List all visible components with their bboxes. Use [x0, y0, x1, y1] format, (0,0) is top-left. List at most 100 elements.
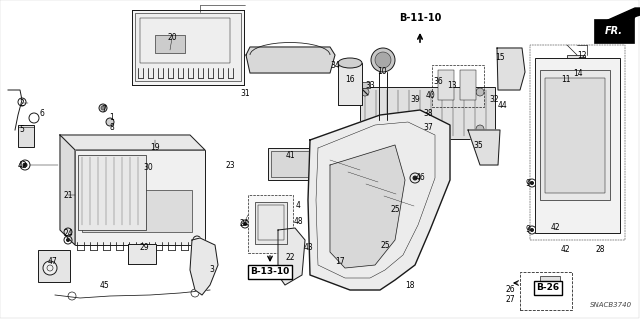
Circle shape: [43, 261, 57, 275]
Ellipse shape: [338, 58, 362, 68]
Text: 19: 19: [150, 144, 160, 152]
Circle shape: [371, 48, 395, 72]
Circle shape: [531, 228, 534, 232]
Text: 8: 8: [109, 123, 115, 132]
Text: 20: 20: [167, 33, 177, 42]
Circle shape: [438, 74, 446, 82]
Bar: [520, 272, 572, 310]
Text: 42: 42: [17, 160, 27, 169]
Polygon shape: [278, 228, 305, 285]
Text: 4: 4: [296, 201, 300, 210]
Bar: [75, 150, 205, 245]
Bar: [248, 195, 293, 253]
Circle shape: [23, 163, 27, 167]
Polygon shape: [468, 130, 500, 165]
Bar: [128, 244, 156, 264]
Text: 26: 26: [505, 286, 515, 294]
Text: 9: 9: [525, 226, 531, 234]
Bar: [460, 70, 476, 100]
Polygon shape: [60, 135, 75, 245]
Text: 25: 25: [380, 241, 390, 249]
Text: 22: 22: [285, 254, 295, 263]
Circle shape: [476, 88, 484, 96]
Text: 44: 44: [497, 100, 507, 109]
Circle shape: [531, 182, 534, 184]
Text: 3: 3: [209, 265, 214, 275]
Bar: [140, 18, 230, 63]
Bar: [255, 202, 287, 244]
Bar: [132, 10, 244, 85]
Polygon shape: [246, 47, 335, 73]
Bar: [268, 148, 313, 180]
Text: 10: 10: [377, 68, 387, 77]
Text: 39: 39: [410, 95, 420, 105]
Polygon shape: [600, 8, 640, 28]
Text: 48: 48: [293, 218, 303, 226]
Circle shape: [101, 106, 105, 110]
Circle shape: [557, 226, 559, 229]
Text: SNACB3740: SNACB3740: [590, 302, 632, 308]
Text: 16: 16: [345, 76, 355, 85]
Circle shape: [476, 125, 484, 133]
Text: 6: 6: [40, 108, 44, 117]
Bar: [271, 151, 310, 177]
Text: 7: 7: [102, 106, 106, 115]
Text: 31: 31: [240, 88, 250, 98]
Polygon shape: [60, 135, 205, 150]
Text: 47: 47: [47, 257, 57, 266]
Text: 37: 37: [423, 123, 433, 132]
Circle shape: [375, 52, 391, 68]
Text: 45: 45: [100, 280, 110, 290]
Circle shape: [99, 104, 107, 112]
Polygon shape: [190, 238, 218, 295]
Text: 43: 43: [303, 243, 313, 253]
Text: 29: 29: [139, 243, 149, 253]
Circle shape: [106, 118, 114, 126]
Text: 35: 35: [473, 140, 483, 150]
Circle shape: [361, 88, 369, 96]
Text: 15: 15: [495, 53, 505, 62]
Text: 46: 46: [415, 174, 425, 182]
Bar: [540, 276, 560, 291]
Circle shape: [67, 239, 70, 241]
Text: 25: 25: [390, 205, 400, 214]
Text: 41: 41: [285, 151, 295, 160]
Text: 14: 14: [573, 69, 583, 78]
Text: 42: 42: [560, 246, 570, 255]
Circle shape: [243, 222, 246, 226]
Text: 18: 18: [405, 280, 415, 290]
Text: B-11-10: B-11-10: [399, 13, 441, 23]
Text: 5: 5: [20, 125, 24, 135]
Text: 9: 9: [525, 179, 531, 188]
Circle shape: [413, 176, 417, 180]
Bar: [258, 205, 284, 240]
FancyBboxPatch shape: [594, 19, 634, 43]
Text: 1: 1: [109, 114, 115, 122]
Text: FR.: FR.: [605, 26, 623, 36]
Bar: [360, 87, 495, 139]
Text: 38: 38: [423, 108, 433, 117]
Text: 30: 30: [143, 164, 153, 173]
Polygon shape: [497, 48, 525, 90]
Text: 24: 24: [63, 228, 73, 238]
Bar: [155, 35, 185, 53]
Text: 21: 21: [63, 190, 73, 199]
Bar: [358, 82, 370, 88]
Bar: [338, 63, 362, 105]
Circle shape: [195, 239, 198, 241]
Text: 34: 34: [330, 61, 340, 70]
Text: 36: 36: [433, 78, 443, 86]
Text: 24: 24: [239, 219, 249, 227]
Bar: [135, 13, 241, 81]
Text: 42: 42: [550, 224, 560, 233]
Text: 11: 11: [561, 76, 571, 85]
Bar: [540, 70, 610, 200]
Bar: [82, 190, 192, 232]
Text: 28: 28: [595, 246, 605, 255]
Text: 12: 12: [577, 50, 587, 60]
Text: 17: 17: [335, 257, 345, 266]
Text: 2: 2: [20, 99, 24, 108]
Bar: [535, 58, 620, 233]
Bar: [432, 65, 484, 107]
Bar: [18, 125, 34, 147]
